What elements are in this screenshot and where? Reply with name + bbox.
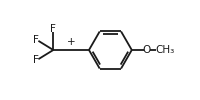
Text: CH₃: CH₃: [156, 45, 175, 55]
Text: O: O: [143, 45, 151, 55]
Text: F: F: [33, 35, 39, 45]
Text: F: F: [33, 55, 39, 65]
Text: +: +: [67, 37, 76, 47]
Text: F: F: [50, 24, 56, 34]
